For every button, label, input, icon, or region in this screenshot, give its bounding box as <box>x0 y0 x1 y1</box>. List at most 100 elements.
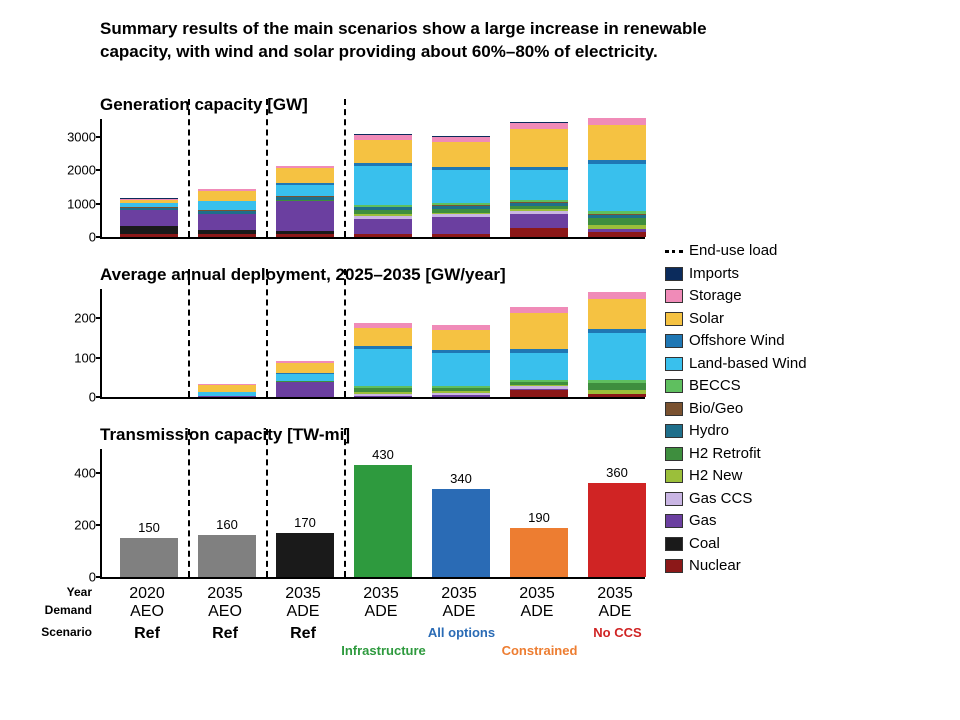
bar-segment-gas <box>354 219 412 234</box>
bar-value-label: 340 <box>432 471 490 486</box>
legend-label: Gas <box>689 510 717 533</box>
legend-swatch <box>665 379 683 393</box>
legend-label: Coal <box>689 533 720 556</box>
bar-segment-land-based-wind <box>588 333 646 379</box>
bar-segment-solar <box>276 168 334 183</box>
bar-value-label: 160 <box>198 517 256 532</box>
legend-swatch-dash <box>665 250 683 253</box>
summary-caption: Summary results of the main scenarios sh… <box>100 18 750 64</box>
stacked-bar <box>432 325 490 397</box>
scenario-label: Ref <box>274 625 332 643</box>
legend-item: Coal <box>665 533 807 556</box>
scenario-divider <box>266 99 268 237</box>
bar-segment-land-based-wind <box>432 170 490 203</box>
legend-swatch <box>665 357 683 371</box>
x-label-year: 2035 <box>508 585 566 603</box>
stacked-bar <box>198 189 256 237</box>
legend-swatch <box>665 267 683 281</box>
legend-swatch <box>665 447 683 461</box>
bar-segment-land-based-wind <box>354 349 412 386</box>
y-tick: 200 <box>50 311 96 326</box>
legend-label: BECCS <box>689 375 741 398</box>
bar-segment-solar <box>588 299 646 330</box>
bar-segment-h2-retrofit <box>588 218 646 225</box>
stacked-bar <box>276 166 334 237</box>
bar-segment-gas <box>198 396 256 397</box>
legend-swatch <box>665 312 683 326</box>
bar-segment-gas <box>276 201 334 231</box>
legend-item: Hydro <box>665 420 807 443</box>
transmission-bar: 340 <box>432 489 490 577</box>
x-label-demand: ADE <box>586 603 644 621</box>
bar-segment-gas <box>276 382 334 397</box>
legend-label: H2 New <box>689 465 742 488</box>
legend-label: End-use load <box>689 240 777 263</box>
legend-label: Solar <box>689 308 724 331</box>
bar-segment-gas <box>510 214 568 228</box>
scenario-divider <box>266 269 268 397</box>
y-tick: 1000 <box>50 196 96 211</box>
x-label-demand: ADE <box>508 603 566 621</box>
legend-item: Gas <box>665 510 807 533</box>
panel-transmission: Transmission capacity [TW-mi] 0200400150… <box>100 425 645 579</box>
transmission-bar: 430 <box>354 465 412 577</box>
scenario-divider <box>188 99 190 237</box>
y-tick: 0 <box>50 230 96 245</box>
y-tick: 0 <box>50 390 96 405</box>
row-label-scenario: Scenario <box>34 625 92 639</box>
legend-swatch <box>665 424 683 438</box>
bar-segment-land-based-wind <box>276 374 334 381</box>
panel3-title: Transmission capacity [TW-mi] <box>100 425 645 445</box>
scenario-divider <box>266 429 268 577</box>
transmission-bar: 160 <box>198 535 256 577</box>
panel1-plot: 0100020003000 <box>100 119 645 239</box>
bar-segment-solar <box>198 191 256 201</box>
stacked-bar <box>198 384 256 397</box>
bar-segment-nuclear <box>510 390 568 397</box>
scenario-divider <box>344 429 346 577</box>
transmission-bar: 360 <box>588 483 646 577</box>
bar-segment-gas <box>432 217 490 234</box>
legend-label: Gas CCS <box>689 488 752 511</box>
chart-region: Generation capacity [GW] 0100020003000 A… <box>100 95 645 705</box>
scenario-name: All options <box>410 625 513 640</box>
bar-segment-gas <box>354 396 412 397</box>
bar-segment-nuclear <box>432 234 490 237</box>
scenario-name: Constrained <box>488 643 591 658</box>
x-label-year: 2035 <box>430 585 488 603</box>
bar-value-label: 190 <box>510 510 568 525</box>
bar-segment-gas <box>120 210 178 226</box>
x-label-demand: ADE <box>352 603 410 621</box>
scenario-label: Ref <box>118 625 176 643</box>
transmission-bar: 150 <box>120 538 178 577</box>
bar-segment-solar <box>510 129 568 167</box>
stacked-bar <box>588 118 646 237</box>
bar-segment-nuclear <box>354 234 412 237</box>
x-label-year: 2035 <box>274 585 332 603</box>
scenario-name: Infrastructure <box>332 643 435 658</box>
stacked-bar <box>276 361 334 397</box>
x-label-year: 2020 <box>118 585 176 603</box>
scenario-divider <box>344 269 346 397</box>
legend-label: Land-based Wind <box>689 353 807 376</box>
bar-segment-land-based-wind <box>276 185 334 197</box>
legend-item: Solar <box>665 308 807 331</box>
panel1-title: Generation capacity [GW] <box>100 95 645 115</box>
y-tick: 0 <box>50 570 96 585</box>
x-label-year: 2035 <box>586 585 644 603</box>
row-label-demand: Demand <box>34 603 92 617</box>
x-label-demand: AEO <box>118 603 176 621</box>
y-tick: 400 <box>50 466 96 481</box>
legend-item: H2 New <box>665 465 807 488</box>
x-label-demand: ADE <box>430 603 488 621</box>
x-label-demand: ADE <box>274 603 332 621</box>
row-label-year: Year <box>34 585 92 599</box>
stacked-bar <box>354 134 412 237</box>
legend-swatch <box>665 402 683 416</box>
bar-segment-storage <box>588 292 646 299</box>
legend-swatch <box>665 514 683 528</box>
x-label-year: 2035 <box>352 585 410 603</box>
legend-swatch <box>665 537 683 551</box>
legend-swatch <box>665 469 683 483</box>
panel2-title: Average annual deployment, 2025–2035 [GW… <box>100 265 645 285</box>
